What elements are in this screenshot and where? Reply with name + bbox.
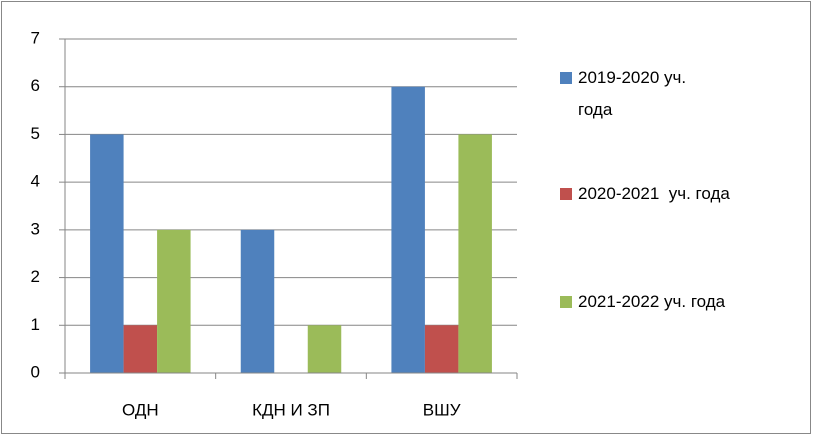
- legend-swatch: [560, 72, 572, 84]
- y-tick-label: 3: [31, 219, 40, 238]
- y-tick-label: 0: [31, 362, 40, 381]
- bar: [307, 325, 342, 373]
- bar: [123, 325, 158, 373]
- bar: [90, 134, 124, 373]
- legend-label: 2019-2020 уч. года: [578, 68, 691, 119]
- y-tick-label: 6: [31, 76, 40, 95]
- x-tick-label: ВШУ: [423, 400, 461, 419]
- y-tick-label: 4: [31, 172, 40, 191]
- x-tick-label: КДН И ЗП: [252, 400, 330, 419]
- legend-label: 2020-2021 уч. года: [578, 184, 730, 203]
- bar: [391, 86, 425, 373]
- y-tick-label: 5: [31, 124, 40, 143]
- bar: [157, 229, 191, 373]
- y-tick-label: 1: [31, 315, 40, 334]
- y-tick-label: 2: [31, 267, 40, 286]
- y-tick-label: 7: [31, 28, 40, 47]
- legend-label: 2021-2022 уч. года: [578, 292, 726, 311]
- bar: [240, 229, 275, 373]
- bar: [458, 134, 492, 373]
- legend-swatch: [560, 296, 572, 308]
- bar: [424, 325, 459, 373]
- legend-swatch: [560, 188, 572, 200]
- x-tick-label: ОДН: [122, 400, 159, 419]
